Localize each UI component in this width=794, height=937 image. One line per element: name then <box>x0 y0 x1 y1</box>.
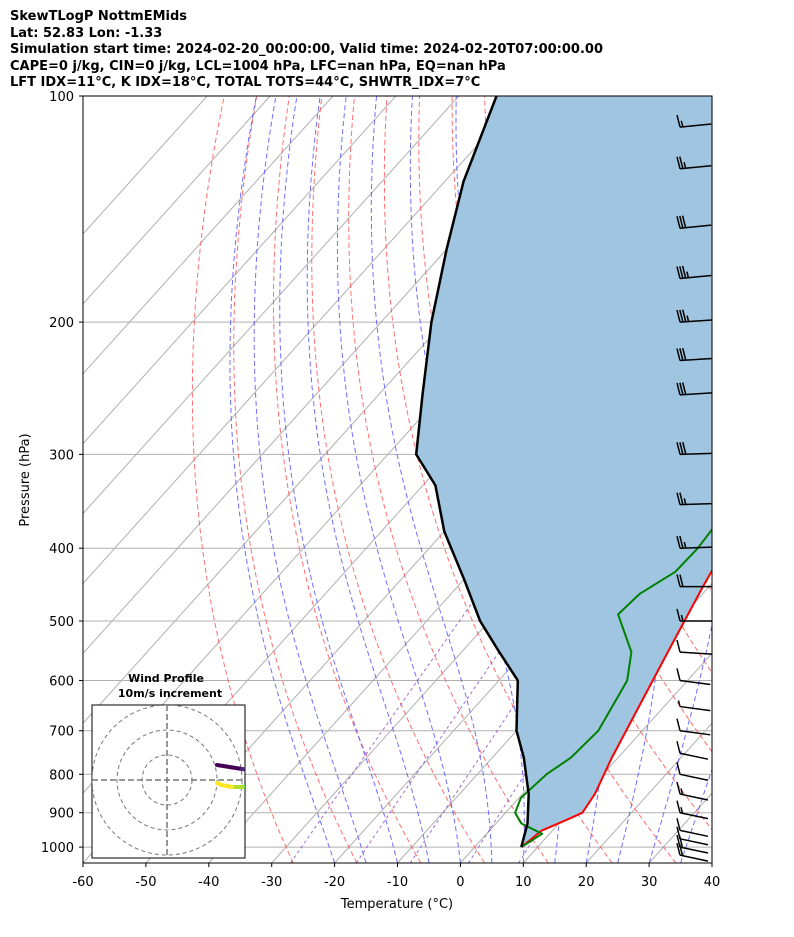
cin-shading <box>416 96 712 848</box>
x-tick-label: -40 <box>198 875 219 890</box>
hodograph-segment <box>215 781 224 787</box>
y-tick-label: 600 <box>49 674 74 689</box>
wind-barb <box>676 741 709 760</box>
isotherm-line <box>83 96 523 585</box>
dry-adiabat <box>348 96 549 863</box>
x-tick-label: -60 <box>72 875 93 890</box>
wind-barb <box>676 156 712 170</box>
isotherm-line <box>83 96 271 305</box>
moist-adiabat <box>229 96 336 863</box>
wind-barb <box>676 215 712 230</box>
y-tick-label: 100 <box>49 90 74 105</box>
hodograph-segment <box>265 779 268 783</box>
wind-barb <box>676 535 713 549</box>
y-tick-label: 900 <box>49 807 74 822</box>
parcel-line <box>414 96 530 848</box>
hodograph-segment <box>215 763 244 771</box>
y-tick-label: 300 <box>49 448 74 463</box>
x-tick-label: 40 <box>704 875 721 890</box>
dry-adiabat <box>233 96 358 863</box>
dry-adiabat <box>745 96 794 863</box>
wind-barb <box>676 265 712 280</box>
y-tick-label: 800 <box>49 768 74 783</box>
temperature-line <box>520 568 712 848</box>
wind-barb <box>676 818 709 838</box>
hodograph-segment <box>240 767 245 772</box>
x-tick-label: -30 <box>261 875 282 890</box>
wind-barb <box>676 382 712 396</box>
y-tick-label: 500 <box>49 615 74 630</box>
moist-adiabat <box>336 96 461 863</box>
title-line-2: Lat: 52.83 Lon: -1.33 <box>10 26 163 41</box>
isotherm-line <box>83 96 334 375</box>
isotherm-line <box>585 722 712 863</box>
wind-barb <box>676 608 713 622</box>
isotherm-line <box>397 512 712 863</box>
x-tick-label: 20 <box>578 875 595 890</box>
isotherm-line <box>83 96 208 235</box>
x-tick-label: -50 <box>135 875 156 890</box>
y-tick-label: 400 <box>49 542 74 557</box>
inset-title-2: 10m/s increment <box>118 687 222 700</box>
hodograph-frame <box>91 704 246 859</box>
isotherm-line <box>775 96 794 863</box>
wind-barb <box>676 781 709 801</box>
moist-adiabat <box>279 96 398 863</box>
wind-barb <box>676 114 712 128</box>
y-axis-label: Pressure (hPa) <box>18 433 33 526</box>
title-line-5: LFT IDX=11°C, K IDX=18°C, TOTAL TOTS=44°… <box>10 75 481 90</box>
dry-adiabat <box>778 96 794 863</box>
y-tick-label: 700 <box>49 725 74 740</box>
moist-adiabat <box>648 96 712 863</box>
wind-barb <box>676 347 712 362</box>
moist-adiabat <box>680 767 712 863</box>
dry-adiabat <box>273 96 422 863</box>
isotherm-line <box>522 652 712 863</box>
isotherm-line <box>83 96 460 515</box>
wind-barb <box>676 574 713 588</box>
moist-adiabat <box>306 96 430 863</box>
inset-title-1: Wind Profile <box>128 672 204 685</box>
dry-adiabat <box>311 96 485 863</box>
wind-barb <box>676 639 712 655</box>
hodograph-segment <box>262 775 265 779</box>
moist-adiabat <box>253 96 367 863</box>
y-tick-label: 200 <box>49 316 74 331</box>
isotherm-line <box>711 862 712 863</box>
x-tick-label: -10 <box>387 875 408 890</box>
wind-barb <box>676 668 711 686</box>
x-tick-label: -20 <box>324 875 345 890</box>
moist-adiabat <box>711 861 712 863</box>
title-line-1: SkewTLogP NottmEMids <box>10 9 188 24</box>
wind-barb <box>677 700 711 712</box>
x-tick-label: 30 <box>641 875 658 890</box>
wind-barb <box>676 762 709 781</box>
dry-adiabat <box>713 96 794 863</box>
isotherm-line <box>83 96 397 445</box>
y-tick-label: 1000 <box>41 841 74 856</box>
wind-barb <box>676 441 713 456</box>
title-line-4: CAPE=0 j/kg, CIN=0 j/kg, LCL=1004 hPa, L… <box>10 59 506 74</box>
x-axis-label: Temperature (°C) <box>340 897 453 912</box>
x-tick-label: 0 <box>456 875 464 890</box>
wind-barb <box>676 309 712 323</box>
hodograph-ring <box>116 729 218 831</box>
moist-adiabat <box>370 96 493 863</box>
wind-barb <box>676 718 711 736</box>
wind-barb <box>676 492 713 506</box>
hodograph-segment <box>262 783 267 785</box>
dewpoint-line <box>514 527 712 848</box>
x-tick-label: 10 <box>515 875 532 890</box>
wind-barb <box>676 800 709 820</box>
title-line-3: Simulation start time: 2024-02-20_00:00:… <box>10 42 603 57</box>
wind-barb <box>676 826 709 846</box>
